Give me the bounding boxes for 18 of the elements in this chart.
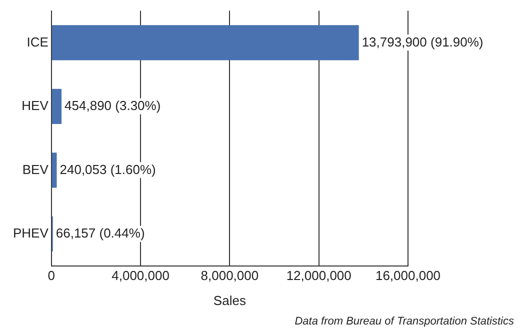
bar xyxy=(52,88,62,124)
x-tick-label: 4,000,000 xyxy=(112,268,170,284)
bar xyxy=(52,152,57,188)
x-tick-label: 0 xyxy=(48,268,56,284)
data-label: 240,053 (1.60%) xyxy=(60,162,156,177)
data-label: 454,890 (3.30%) xyxy=(64,98,161,114)
x-tick-label: 16,000,000 xyxy=(375,268,441,284)
y-tick-label: PHEV xyxy=(12,226,49,241)
x-axis-title: Sales xyxy=(213,292,246,308)
bar xyxy=(52,25,359,60)
x-tick-label: 8,000,000 xyxy=(200,268,259,284)
x-tick-label: 12,000,000 xyxy=(286,268,352,284)
text: Data from Bureau of Transportation Statistics xyxy=(294,316,514,328)
data-label: 13,793,900 (91.90%) xyxy=(362,34,484,50)
y-tick-label: ICE xyxy=(26,34,49,50)
data-label: 66,157 (0.44%) xyxy=(56,226,145,241)
y-tick-label: BEV xyxy=(22,162,49,177)
y-tick-label: HEV xyxy=(22,98,49,114)
